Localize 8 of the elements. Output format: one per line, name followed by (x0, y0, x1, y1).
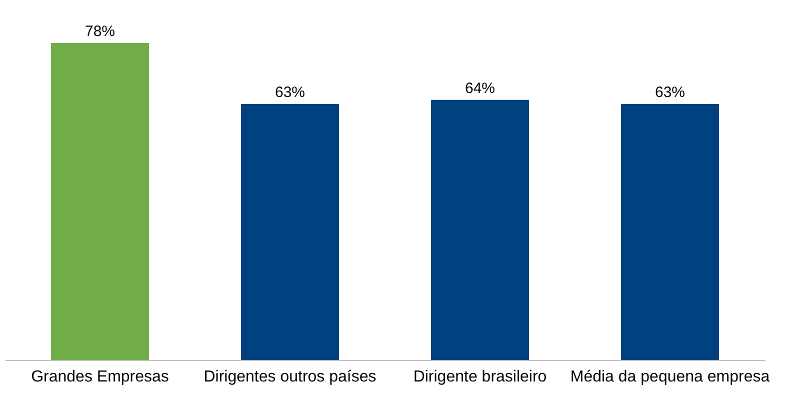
x-tick-label: Grandes Empresas (31, 368, 169, 386)
data-label: 64% (464, 80, 496, 97)
x-tick-label: Dirigente brasileiro (413, 368, 547, 386)
data-label: 63% (654, 84, 686, 101)
x-tick-label: Média da pequena empresa (570, 368, 770, 386)
data-label: 78% (84, 23, 116, 40)
data-label: 63% (274, 84, 306, 101)
x-tick-label: Dirigentes outros países (204, 368, 376, 386)
